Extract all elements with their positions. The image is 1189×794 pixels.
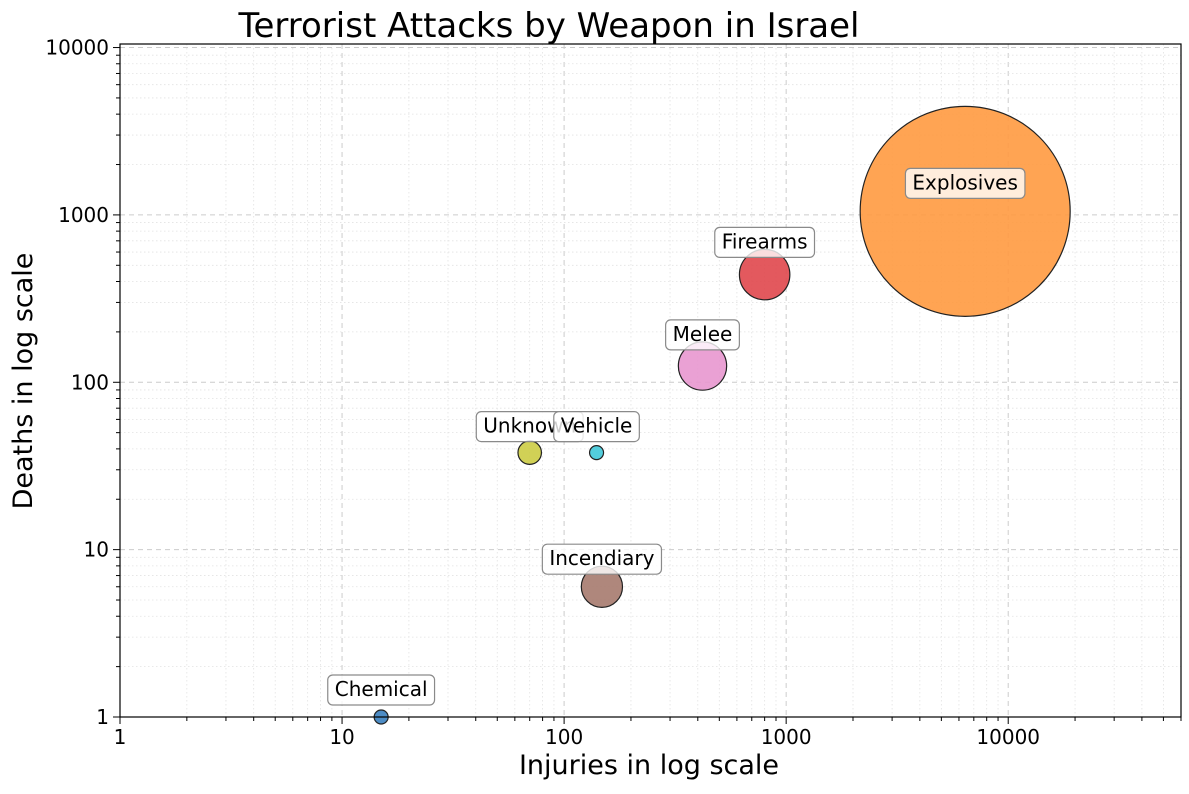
bubble-label-text: Explosives xyxy=(912,170,1018,194)
grid xyxy=(120,44,1182,717)
x-tick-label: 10 xyxy=(329,725,354,749)
bubble-label-box xyxy=(714,226,816,258)
bubble-label-melee: Melee xyxy=(665,319,740,351)
bubble-label-box xyxy=(541,543,663,575)
x-tick-label: 1 xyxy=(114,725,127,749)
y-tick-label: 10 xyxy=(84,538,109,562)
bubble-label-box xyxy=(553,411,640,443)
bubble-label-text: Firearms xyxy=(722,229,808,253)
y-tick-label: 1 xyxy=(96,705,109,729)
x-tick-label: 10000 xyxy=(976,725,1040,749)
bubble-label-vehicle: Vehicle xyxy=(553,411,640,443)
bubble-label-explosives: Explosives xyxy=(904,167,1026,199)
bubble-label-incendiary: Incendiary xyxy=(541,543,663,575)
axes: 1 10 100 1000 10000 1 10 100 1000 10000 xyxy=(45,36,1182,749)
bubble-label-text: Chemical xyxy=(335,677,428,701)
bubble-label-box xyxy=(665,319,740,351)
bubble-label-text: Incendiary xyxy=(549,546,654,570)
x-axis-label: Injuries in log scale xyxy=(519,750,779,781)
y-tick-label: 10000 xyxy=(45,36,109,60)
bubble-label-box xyxy=(327,674,436,706)
bubble-label-text: Vehicle xyxy=(561,414,633,438)
bubble-label-text: Melee xyxy=(673,322,733,346)
bubble-unknown xyxy=(517,440,543,465)
y-axis-label: Deaths in log scale xyxy=(8,253,39,510)
bubble-label-firearms: Firearms xyxy=(714,226,816,258)
plot-frame xyxy=(119,43,1182,718)
bubble-explosives xyxy=(859,105,1071,317)
y-tick-label: 1000 xyxy=(58,203,109,227)
bubble-vehicle xyxy=(588,445,605,461)
x-tick-label: 100 xyxy=(545,725,583,749)
bubble-label-chemical: Chemical xyxy=(327,674,436,706)
x-tick-label: 1000 xyxy=(761,725,812,749)
bubble-label-box xyxy=(904,167,1026,199)
bubbles xyxy=(373,105,1071,725)
y-tick-label: 100 xyxy=(71,370,109,394)
chart-title: Terrorist Attacks by Weapon in Israel xyxy=(237,6,859,46)
bubble-labels: ExplosivesFirearmsMeleeUnknownVehicleInc… xyxy=(327,167,1026,706)
